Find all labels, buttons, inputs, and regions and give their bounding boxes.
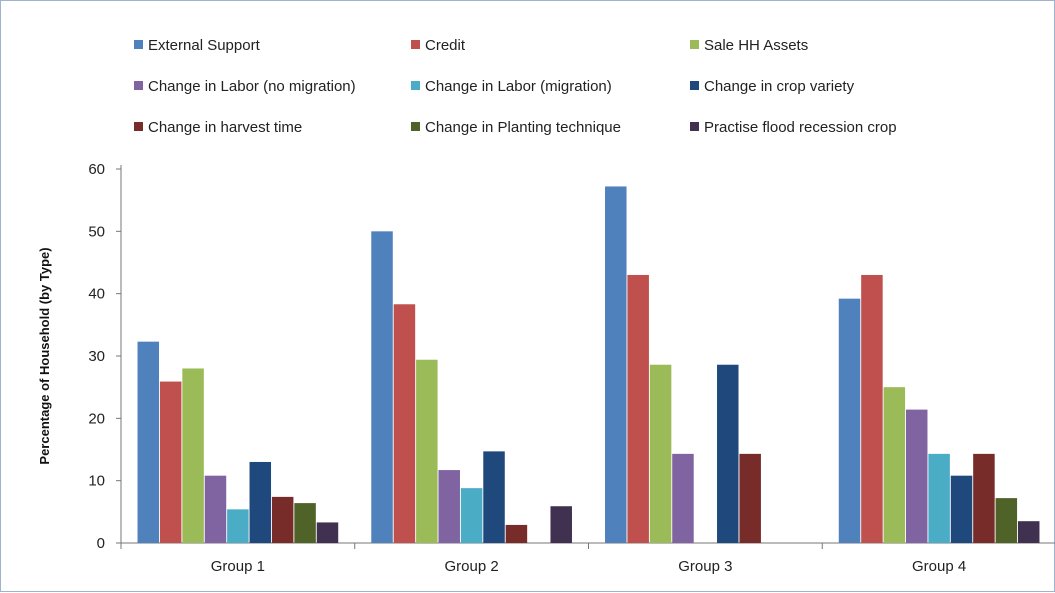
bar-change-in-labor-no-migration	[672, 453, 694, 543]
bar-change-in-labor-migration	[227, 509, 249, 543]
bar-change-in-crop-variety	[950, 475, 973, 543]
y-tick-label: 40	[88, 286, 105, 303]
bar-change-in-crop-variety	[249, 461, 272, 543]
legend-swatch	[411, 122, 420, 131]
legend-label: Change in Labor (no migration)	[148, 78, 356, 95]
bar-change-in-labor-migration	[928, 453, 950, 543]
y-axis: 0 10 20 30 40 50 60	[88, 161, 122, 552]
legend-item-change-in-harvest-time: Change in harvest time	[134, 119, 302, 136]
legend-swatch	[690, 40, 699, 49]
bar-credit	[627, 274, 649, 543]
bar-change-in-crop-variety	[717, 364, 739, 543]
legend-item-sale-hh-assets: Sale HH Assets	[690, 37, 808, 54]
bar-change-in-labor-migration	[460, 488, 483, 543]
legend-label: Change in Planting technique	[425, 119, 621, 136]
legend-swatch	[690, 81, 699, 90]
y-tick-label: 30	[88, 348, 105, 365]
bar-sale-hh-assets	[649, 364, 672, 543]
x-tick-label: Group 1	[211, 558, 265, 575]
bar-credit	[393, 304, 416, 543]
x-tick-label: Group 3	[678, 558, 732, 575]
legend-swatch	[134, 40, 143, 49]
x-axis: Group 1 Group 2 Group 3 Group 4	[120, 542, 1055, 575]
legend-label: Credit	[425, 37, 466, 54]
legend-item-change-in-labor-no-migration: Change in Labor (no migration)	[134, 78, 356, 95]
x-tick-label: Group 2	[445, 558, 499, 575]
legend-item-change-in-labor-migration: Change in Labor (migration)	[411, 78, 612, 95]
legend-swatch	[411, 40, 420, 49]
legend-label: Sale HH Assets	[704, 37, 808, 54]
legend-label: Change in harvest time	[148, 119, 302, 136]
legend-label: Change in Labor (migration)	[425, 78, 612, 95]
y-tick-label: 60	[88, 161, 105, 178]
bar-practise-flood-recession-crop	[1017, 521, 1040, 543]
bar-change-in-labor-no-migration	[204, 475, 227, 543]
legend-item-change-in-planting-technique: Change in Planting technique	[411, 119, 621, 136]
legend: External Support Credit Sale HH Assets Chan…	[134, 37, 897, 136]
legend-label: External Support	[148, 37, 261, 54]
y-tick-label: 50	[88, 223, 105, 240]
bar-change-in-harvest-time	[505, 524, 528, 543]
x-tick-label: Group 4	[912, 558, 966, 575]
bar-change-in-labor-no-migration	[905, 409, 928, 543]
bar-external-support	[838, 298, 861, 543]
bar-change-in-planting-technique	[294, 503, 316, 543]
bar-external-support	[371, 231, 393, 544]
bar-change-in-labor-no-migration	[438, 470, 460, 543]
bar-credit	[861, 274, 883, 543]
bar-group-group-2	[371, 231, 572, 544]
bar-external-support	[137, 341, 160, 543]
legend-swatch	[411, 81, 420, 90]
legend-label: Change in crop variety	[704, 78, 855, 95]
y-tick-label: 10	[88, 473, 105, 490]
legend-swatch	[134, 81, 143, 90]
y-tick-label: 20	[88, 410, 105, 427]
bar-change-in-crop-variety	[483, 451, 505, 543]
legend-item-practise-flood-recession-crop: Practise flood recession crop	[690, 119, 897, 136]
legend-swatch	[690, 122, 699, 131]
legend-item-credit: Credit	[411, 37, 466, 54]
bar-practise-flood-recession-crop	[316, 522, 339, 543]
bar-change-in-harvest-time	[973, 453, 995, 543]
bar-change-in-harvest-time	[739, 453, 761, 543]
y-tick-label: 0	[97, 535, 105, 552]
bar-sale-hh-assets	[182, 368, 204, 543]
bar-external-support	[605, 186, 627, 543]
legend-swatch	[134, 122, 143, 131]
bar-practise-flood-recession-crop	[550, 506, 572, 543]
bar-credit	[159, 381, 182, 543]
bar-change-in-planting-technique	[995, 498, 1018, 543]
bar-sale-hh-assets	[883, 387, 906, 543]
legend-item-external-support: External Support	[134, 37, 261, 54]
bar-group-group-1	[137, 341, 339, 543]
legend-label: Practise flood recession crop	[704, 119, 897, 136]
y-axis-title: Percentage of Household (by Type)	[37, 247, 52, 464]
legend-item-change-in-crop-variety: Change in crop variety	[690, 78, 855, 95]
bar-change-in-harvest-time	[271, 496, 294, 543]
bar-sale-hh-assets	[416, 359, 438, 543]
bar-group-group-4	[838, 274, 1040, 543]
bar-group-group-3	[605, 186, 761, 543]
bars	[137, 186, 1040, 544]
